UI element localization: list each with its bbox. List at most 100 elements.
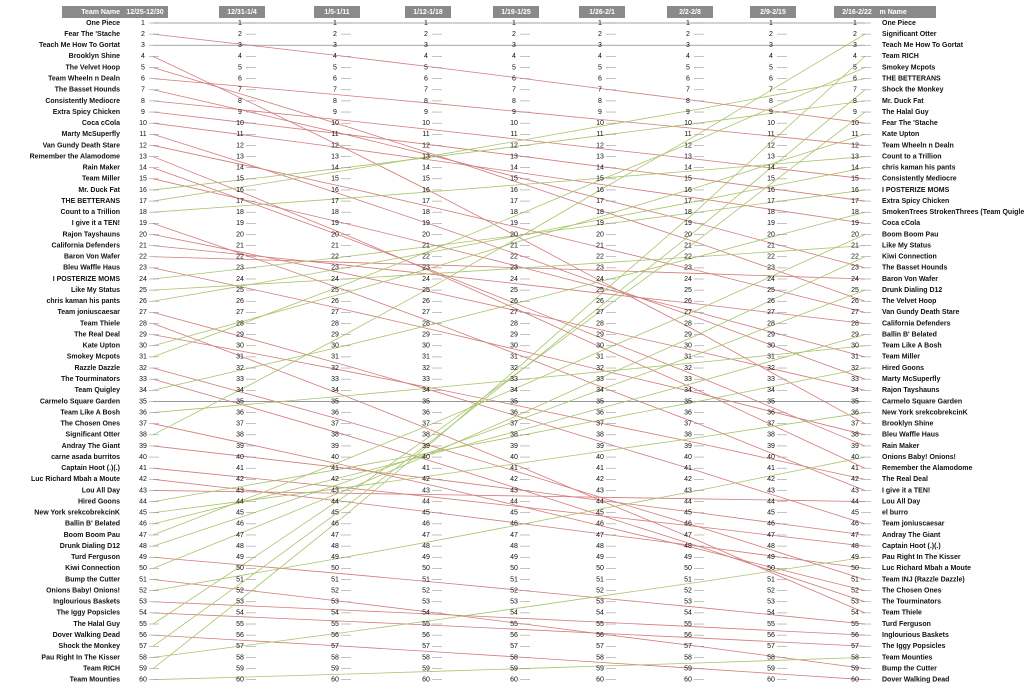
- rank-number: 4: [424, 53, 428, 60]
- team-name: Van Gundy Death Stare: [882, 309, 960, 316]
- rank-line: [152, 467, 866, 547]
- rank-number: 31: [236, 354, 244, 361]
- rank-line: [152, 601, 866, 636]
- rank-number: 20: [236, 231, 244, 238]
- rank-number: 42: [767, 476, 775, 483]
- rank-number: 50: [684, 565, 692, 572]
- rank-number: 20: [422, 231, 430, 238]
- rank-number: 38: [236, 432, 244, 439]
- rank-number: 51: [851, 576, 859, 583]
- rank-number: 58: [684, 654, 692, 661]
- team-name: Pau Right In The Kisser: [41, 654, 120, 661]
- header-box: [405, 6, 451, 18]
- rank-number: 31: [331, 354, 339, 361]
- team-name: chris kaman his pants: [882, 165, 956, 172]
- rank-number: 15: [510, 176, 518, 183]
- rank-number: 19: [684, 220, 692, 227]
- rank-number: 7: [598, 87, 602, 94]
- rank-number: 50: [510, 565, 518, 572]
- rank-number: 6: [686, 75, 690, 82]
- rank-number: 38: [422, 432, 430, 439]
- rank-line: [152, 167, 866, 302]
- team-name: California Defenders: [882, 320, 951, 327]
- header-box: [579, 6, 625, 18]
- rank-number: 30: [236, 343, 244, 350]
- rank-number: 39: [767, 443, 775, 450]
- rank-number: 46: [510, 521, 518, 528]
- rank-number: 3: [424, 42, 428, 49]
- rank-number: 60: [851, 677, 859, 684]
- team-name: The Halal Guy: [882, 109, 929, 116]
- rank-number: 24: [684, 276, 692, 283]
- rank-number: 11: [684, 131, 691, 138]
- rank-number: 43: [422, 487, 430, 494]
- rank-number: 57: [139, 643, 147, 650]
- team-name: Marty McSuperfly: [882, 376, 940, 383]
- rank-number: 1: [141, 20, 145, 27]
- rank-number: 40: [767, 454, 775, 461]
- rank-number: 59: [510, 665, 518, 672]
- rank-number: 35: [684, 398, 692, 405]
- rank-number: 33: [510, 376, 518, 383]
- rank-number: 34: [596, 387, 604, 394]
- rank-number: 36: [139, 409, 147, 416]
- rank-number: 30: [331, 343, 339, 350]
- rank-number: 59: [331, 665, 339, 672]
- rank-number: 12: [684, 142, 692, 149]
- team-name: California Defenders: [52, 242, 121, 249]
- rank-number: 45: [139, 510, 147, 517]
- rank-number: 11: [767, 131, 774, 138]
- rank-number: 18: [684, 209, 692, 216]
- rank-number: 35: [767, 398, 775, 405]
- team-name: Baron Von Wafer: [882, 276, 938, 283]
- rank-number: 50: [851, 565, 859, 572]
- rank-number: 4: [333, 53, 337, 60]
- rank-number: 4: [598, 53, 602, 60]
- rank-number: 26: [236, 298, 244, 305]
- team-name: el burro: [882, 510, 908, 517]
- team-name: New York srekcobrekcinK: [34, 510, 120, 517]
- header-text: 1/5-1/11: [324, 9, 349, 16]
- rank-number: 9: [238, 109, 242, 116]
- rank-number: 22: [510, 254, 518, 261]
- rank-number: 18: [596, 209, 604, 216]
- rank-number: 25: [331, 287, 339, 294]
- team-name: Boom Boom Pau: [882, 231, 938, 238]
- rank-number: 39: [684, 443, 692, 450]
- rank-number: 21: [139, 242, 147, 249]
- rank-line: [152, 634, 866, 681]
- rank-number: 47: [331, 532, 339, 539]
- team-name: Significant Otter: [66, 432, 121, 439]
- team-name: Andray The Giant: [62, 443, 121, 450]
- rank-number: 14: [422, 165, 430, 172]
- rank-number: 17: [684, 198, 692, 205]
- rank-number: 36: [331, 409, 339, 416]
- team-name: I give it a TEN!: [72, 220, 120, 227]
- header-box: [667, 6, 713, 18]
- rank-number: 44: [422, 498, 430, 505]
- rank-number: 46: [139, 521, 147, 528]
- team-name: Carmelo Square Garden: [882, 398, 962, 405]
- rank-number: 19: [767, 220, 775, 227]
- team-name: Consistently Mediocre: [882, 176, 957, 183]
- rank-number: 28: [684, 320, 692, 327]
- rank-number: 10: [684, 120, 692, 127]
- rank-number: 18: [510, 209, 518, 216]
- rank-number: 28: [331, 320, 339, 327]
- rank-number: 25: [422, 287, 430, 294]
- rank-number: 18: [851, 209, 859, 216]
- rank-number: 43: [139, 487, 147, 494]
- header-box: [62, 6, 132, 18]
- team-name: Kate Upton: [882, 131, 919, 138]
- rank-number: 2: [424, 31, 428, 38]
- team-name: Teach Me How To Gortat: [39, 42, 121, 49]
- rank-number: 48: [851, 543, 859, 550]
- rank-line: [152, 245, 866, 291]
- rank-number: 8: [769, 98, 773, 105]
- rank-number: 12: [596, 142, 604, 149]
- team-name: Baron Von Wafer: [64, 254, 120, 261]
- rank-number: 35: [422, 398, 430, 405]
- rank-line: [152, 490, 866, 502]
- rank-number: 20: [596, 231, 604, 238]
- rank-number: 13: [422, 153, 430, 160]
